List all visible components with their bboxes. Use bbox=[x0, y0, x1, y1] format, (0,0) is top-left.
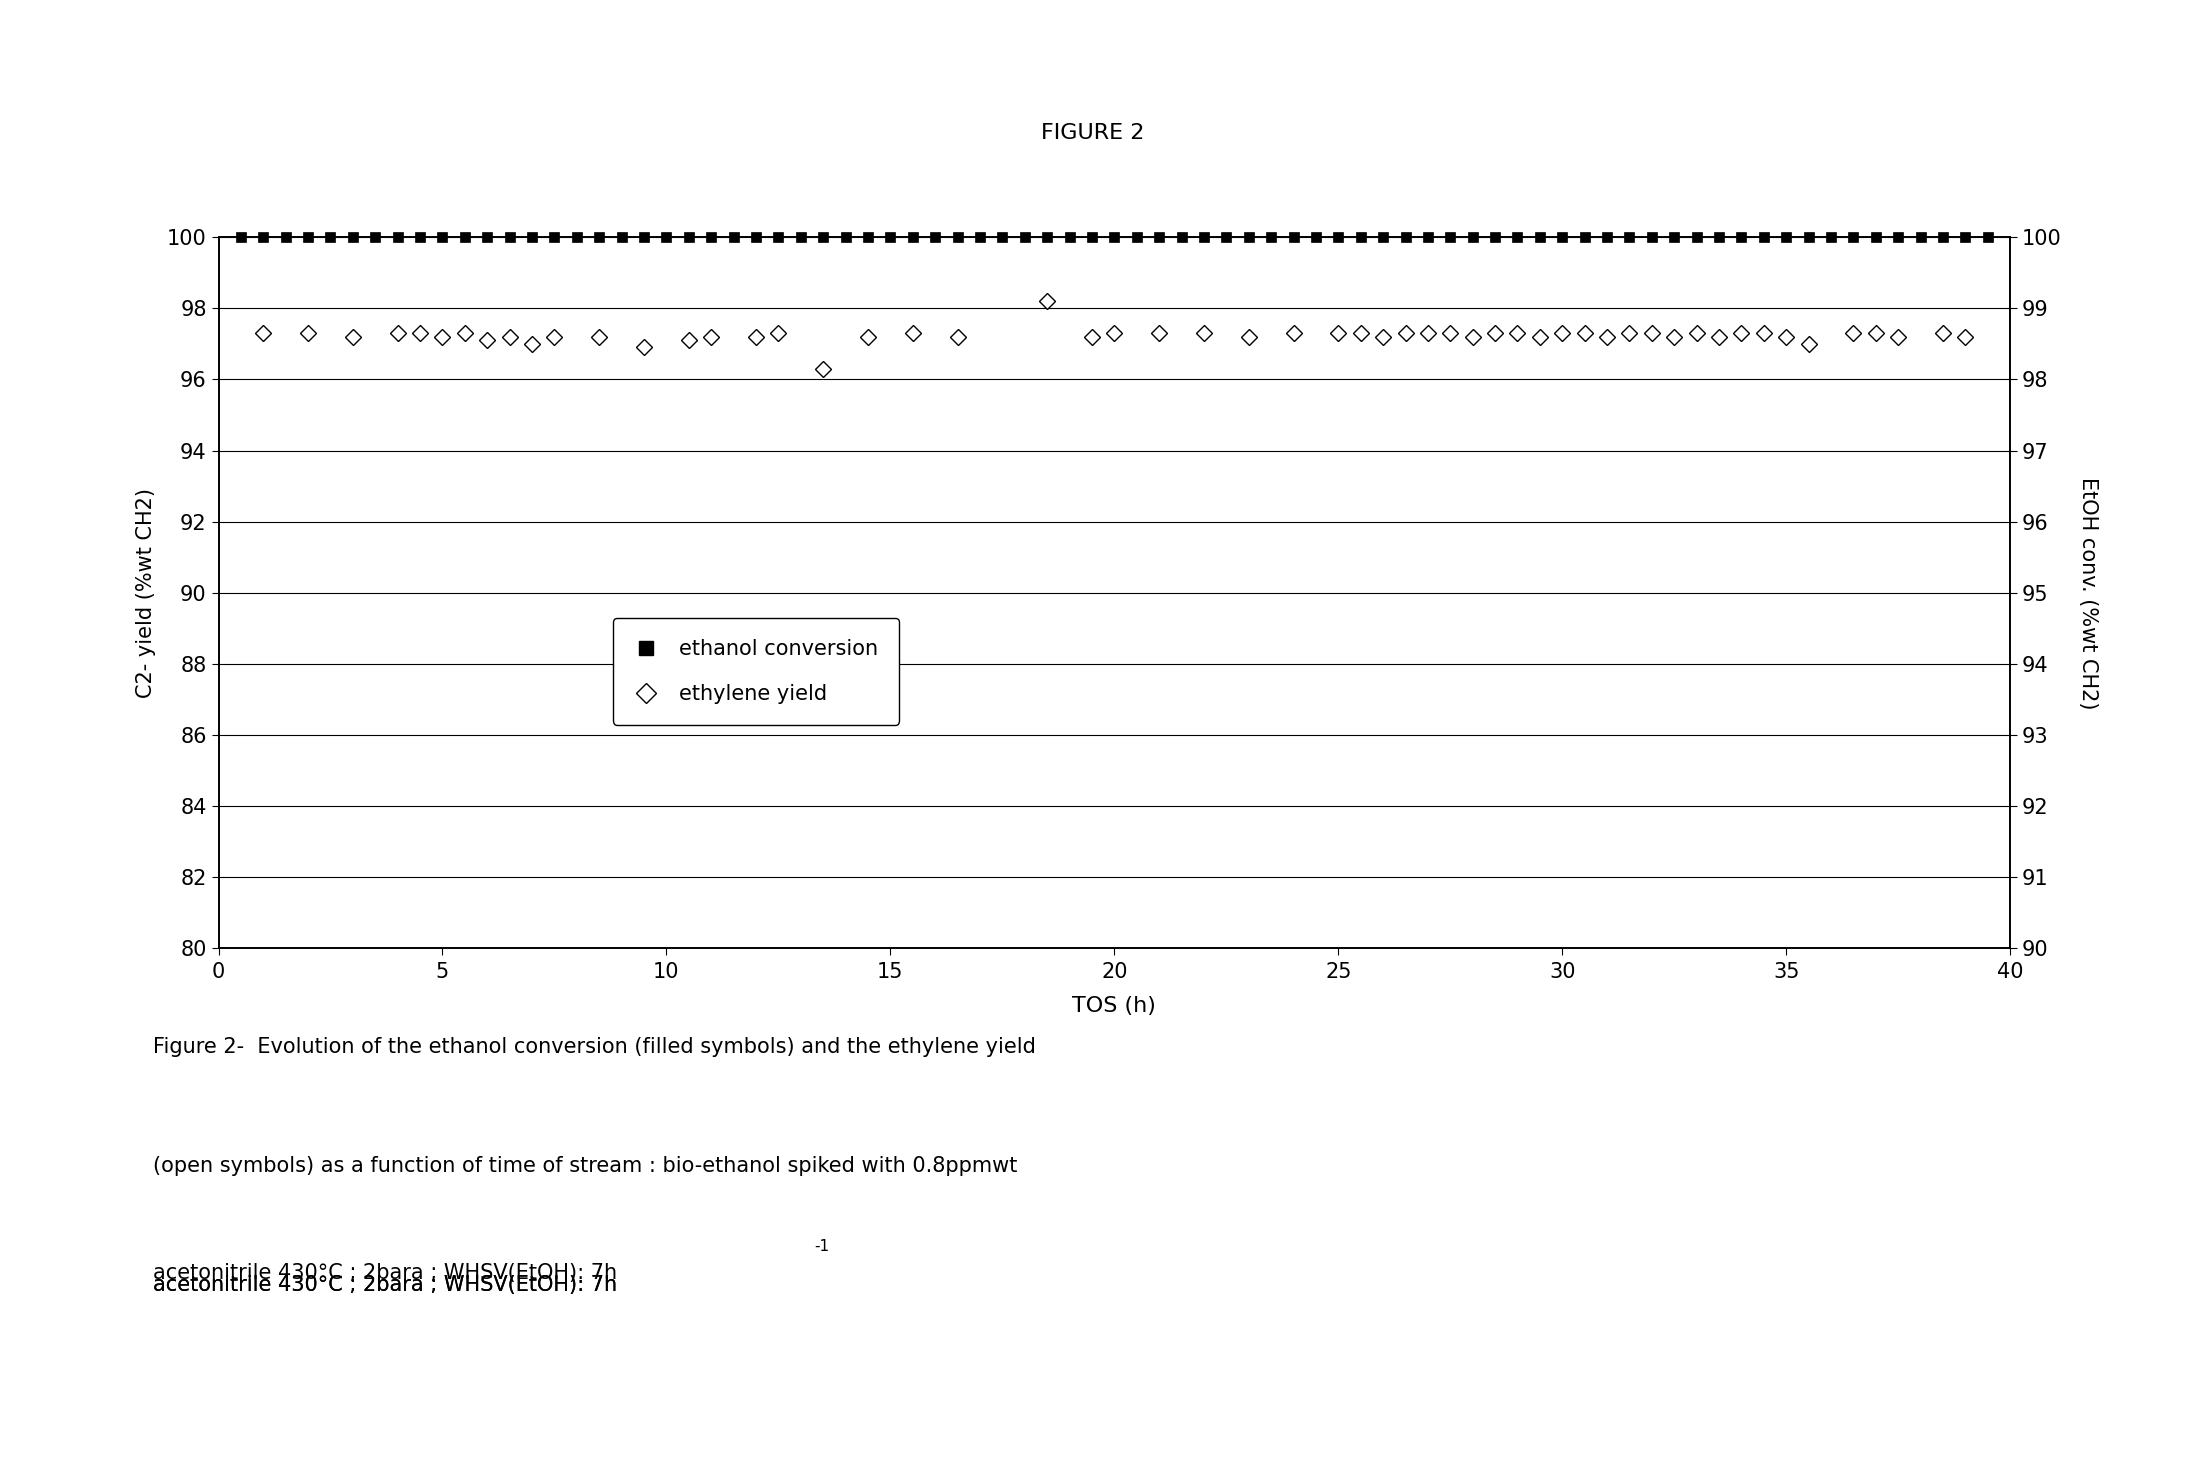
X-axis label: TOS (h): TOS (h) bbox=[1073, 996, 1156, 1017]
Y-axis label: EtOH conv. (%wt CH2): EtOH conv. (%wt CH2) bbox=[2078, 477, 2098, 708]
ethylene yield bbox=[1034, 292, 1060, 310]
ethylene yield bbox=[811, 360, 837, 378]
ethanol conversion bbox=[699, 228, 725, 246]
Y-axis label: C2- yield (%wt CH2): C2- yield (%wt CH2) bbox=[135, 488, 155, 698]
ethanol conversion bbox=[944, 228, 970, 246]
Line: ethylene yield: ethylene yield bbox=[258, 295, 1971, 375]
Text: acetonitrile 430°C ; 2bara ; WHSV(EtOH): 7h: acetonitrile 430°C ; 2bara ; WHSV(EtOH):… bbox=[153, 1263, 616, 1282]
ethylene yield bbox=[675, 332, 701, 350]
ethanol conversion bbox=[1975, 228, 2001, 246]
Legend: ethanol conversion, ethylene yield: ethanol conversion, ethylene yield bbox=[612, 618, 900, 725]
ethylene yield bbox=[1953, 328, 1980, 345]
Text: (open symbols) as a function of time of stream : bio-ethanol spiked with 0.8ppmw: (open symbols) as a function of time of … bbox=[153, 1156, 1018, 1175]
Text: FIGURE 2: FIGURE 2 bbox=[1040, 123, 1145, 144]
Text: Figure 2-  Evolution of the ethanol conversion (filled symbols) and the ethylene: Figure 2- Evolution of the ethanol conve… bbox=[153, 1037, 1036, 1057]
ethanol conversion bbox=[653, 228, 680, 246]
ethylene yield bbox=[1840, 325, 1866, 342]
ethanol conversion bbox=[1237, 228, 1263, 246]
Text: acetonitrile 430°C ; 2bara ; WHSV(EtOH): 7h: acetonitrile 430°C ; 2bara ; WHSV(EtOH):… bbox=[153, 1275, 616, 1294]
ethanol conversion bbox=[227, 228, 253, 246]
ethylene yield bbox=[1079, 328, 1106, 345]
ethylene yield bbox=[452, 325, 479, 342]
ethylene yield bbox=[249, 325, 275, 342]
Text: -1: -1 bbox=[815, 1239, 830, 1254]
ethylene yield bbox=[1929, 325, 1956, 342]
Text: acetonitrile 430°C ; 2bara ; WHSV(EtOH): 7h: acetonitrile 430°C ; 2bara ; WHSV(EtOH):… bbox=[153, 1275, 616, 1294]
ethylene yield bbox=[542, 328, 568, 345]
ethanol conversion bbox=[922, 228, 948, 246]
ethanol conversion bbox=[1503, 228, 1530, 246]
Line: ethanol conversion: ethanol conversion bbox=[236, 233, 1993, 242]
